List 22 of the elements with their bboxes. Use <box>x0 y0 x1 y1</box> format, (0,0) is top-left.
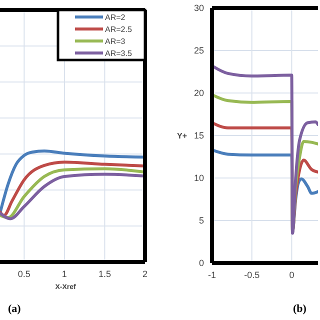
x-tick-label: -1 <box>208 270 216 280</box>
y-tick-label: 25 <box>194 46 204 56</box>
x-tick-label: 1 <box>62 269 67 279</box>
x-tick-label: -0.5 <box>244 270 260 280</box>
x-tick-label: 1.5 <box>98 269 111 279</box>
legend-label: AR=2.5 <box>105 25 132 34</box>
x-tick-label: 0.5 <box>18 269 30 279</box>
y-tick-label: 15 <box>194 130 204 140</box>
y-tick-label: 30 <box>194 3 204 13</box>
legend-label: AR=3 <box>105 37 126 46</box>
text: (b) <box>293 303 307 315</box>
x-tick-label: 0 <box>289 270 294 280</box>
y-tick-label: 0 <box>198 258 204 268</box>
text: (a) <box>8 303 22 315</box>
y-tick-label: 10 <box>194 173 204 183</box>
legend-label: AR=2 <box>105 13 126 22</box>
legend-label: AR=3.5 <box>105 49 132 58</box>
y-tick-label: 5 <box>198 216 204 226</box>
y-tick-label: 20 <box>194 88 204 98</box>
y-axis-title: Y+ <box>176 132 188 140</box>
line-series <box>212 64 318 235</box>
x-tick-label: 2 <box>142 269 148 279</box>
